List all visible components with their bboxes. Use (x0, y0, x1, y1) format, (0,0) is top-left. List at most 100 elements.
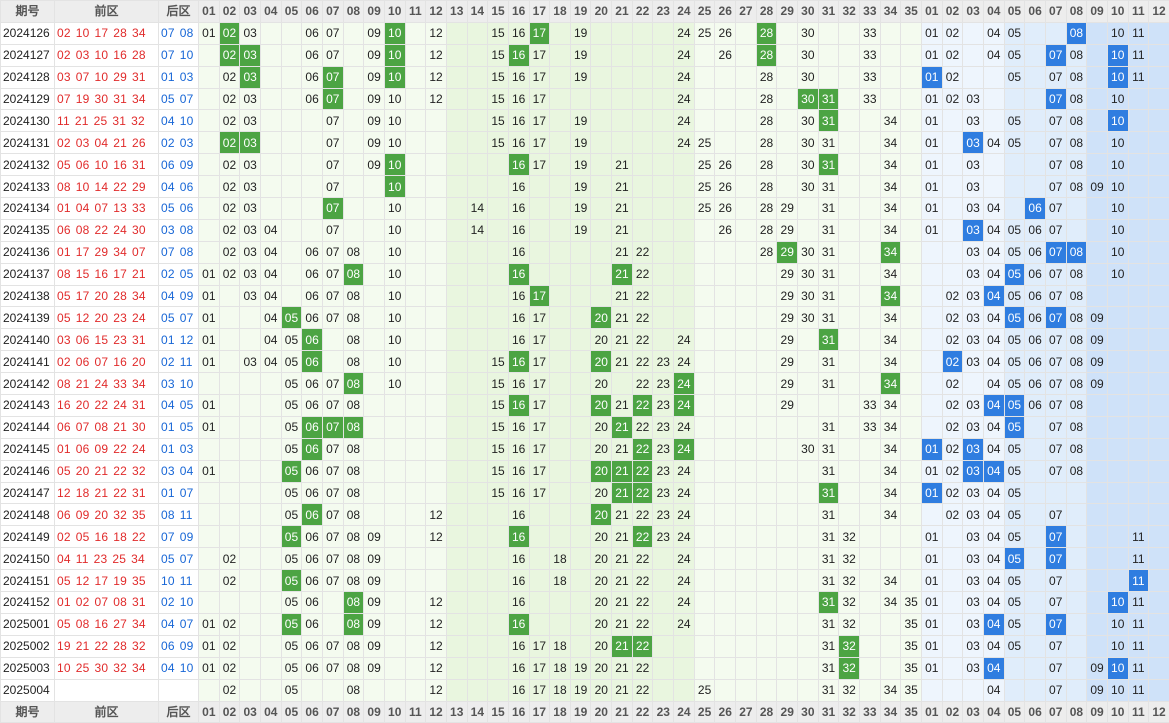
front-cell: 10 (384, 219, 405, 241)
front-cell (199, 592, 220, 614)
front-zone-header: 前区 (55, 1, 159, 23)
front-cell (281, 285, 302, 307)
front-cell: 07 (322, 395, 343, 417)
front-cell: 25 (694, 154, 715, 176)
back-cell (1149, 351, 1169, 373)
front-cell (570, 613, 591, 635)
front-cell (446, 657, 467, 679)
front-cell (260, 548, 281, 570)
front-cell (715, 416, 736, 438)
front-cell: 23 (653, 351, 674, 373)
front-cell: 24 (674, 110, 695, 132)
back-cell: 01 (921, 110, 942, 132)
front-number-header: 30 (798, 1, 819, 23)
front-cell: 15 (488, 460, 509, 482)
back-cell: 01 (921, 198, 942, 220)
front-cell: 19 (570, 132, 591, 154)
back-cell (1025, 416, 1046, 438)
front-cell: 16 (508, 285, 529, 307)
front-cell: 01 (199, 351, 220, 373)
front-cell (219, 307, 240, 329)
front-ball: 25 (76, 661, 90, 675)
front-ball: 22 (113, 442, 127, 456)
front-cell: 02 (219, 263, 240, 285)
front-ball: 04 (57, 552, 71, 566)
front-cell (777, 110, 798, 132)
front-cell (653, 241, 674, 263)
front-cell: 07 (322, 285, 343, 307)
front-ball: 25 (112, 552, 126, 566)
front-cell (405, 460, 426, 482)
back-cell (1107, 351, 1128, 373)
front-cell (467, 241, 488, 263)
front-cell (860, 613, 881, 635)
front-cell (529, 570, 550, 592)
front-cell: 20 (591, 438, 612, 460)
back-ball: 12 (180, 333, 194, 347)
back-cell (1149, 263, 1169, 285)
front-cell (798, 526, 819, 548)
front-cell: 05 (281, 438, 302, 460)
front-cell (736, 526, 757, 548)
back-cell (1107, 307, 1128, 329)
front-hit-cell: 07 (322, 88, 343, 110)
front-cell: 08 (343, 460, 364, 482)
front-cell: 08 (343, 285, 364, 307)
front-hit-cell: 31 (818, 88, 839, 110)
front-cell: 06 (302, 395, 323, 417)
back-cell: 11 (1128, 22, 1149, 44)
back-ball: 08 (161, 508, 175, 522)
front-ball: 12 (76, 311, 90, 325)
front-cell (426, 329, 447, 351)
front-cell (467, 657, 488, 679)
front-cell: 21 (612, 613, 633, 635)
back-cell: 05 (1004, 438, 1025, 460)
front-cell (839, 176, 860, 198)
front-cell (591, 66, 612, 88)
front-cell (653, 176, 674, 198)
front-cell (632, 132, 653, 154)
front-hit-cell: 31 (818, 482, 839, 504)
front-cell (736, 154, 757, 176)
front-cell: 06 (302, 285, 323, 307)
front-cell (219, 460, 240, 482)
front-cell (364, 395, 385, 417)
front-ball: 21 (75, 114, 89, 128)
front-cell (240, 635, 261, 657)
front-cell (446, 198, 467, 220)
front-cell (570, 88, 591, 110)
front-ball: 21 (113, 136, 127, 150)
front-cell: 29 (777, 395, 798, 417)
front-number-header: 24 (674, 1, 695, 23)
back-number-header: 09 (1087, 1, 1108, 23)
front-ball: 06 (57, 420, 71, 434)
front-cell (281, 132, 302, 154)
period-cell: 2024138 (1, 285, 55, 307)
front-ball: 10 (57, 661, 71, 675)
period-cell: 2024142 (1, 373, 55, 395)
front-cell: 21 (612, 570, 633, 592)
front-cell (715, 548, 736, 570)
back-cell (942, 679, 963, 701)
back-cell: 06 (1025, 329, 1046, 351)
front-cell (384, 416, 405, 438)
front-cell: 28 (756, 198, 777, 220)
front-cell (756, 460, 777, 482)
front-cell (281, 44, 302, 66)
back-ball: 05 (180, 267, 194, 281)
front-cell (880, 548, 901, 570)
front-cell: 02 (219, 176, 240, 198)
front-cell: 28 (756, 132, 777, 154)
period-cell: 2024129 (1, 88, 55, 110)
front-cell: 23 (653, 438, 674, 460)
front-cell (798, 416, 819, 438)
front-ball: 34 (132, 617, 146, 631)
front-cell: 31 (818, 679, 839, 701)
